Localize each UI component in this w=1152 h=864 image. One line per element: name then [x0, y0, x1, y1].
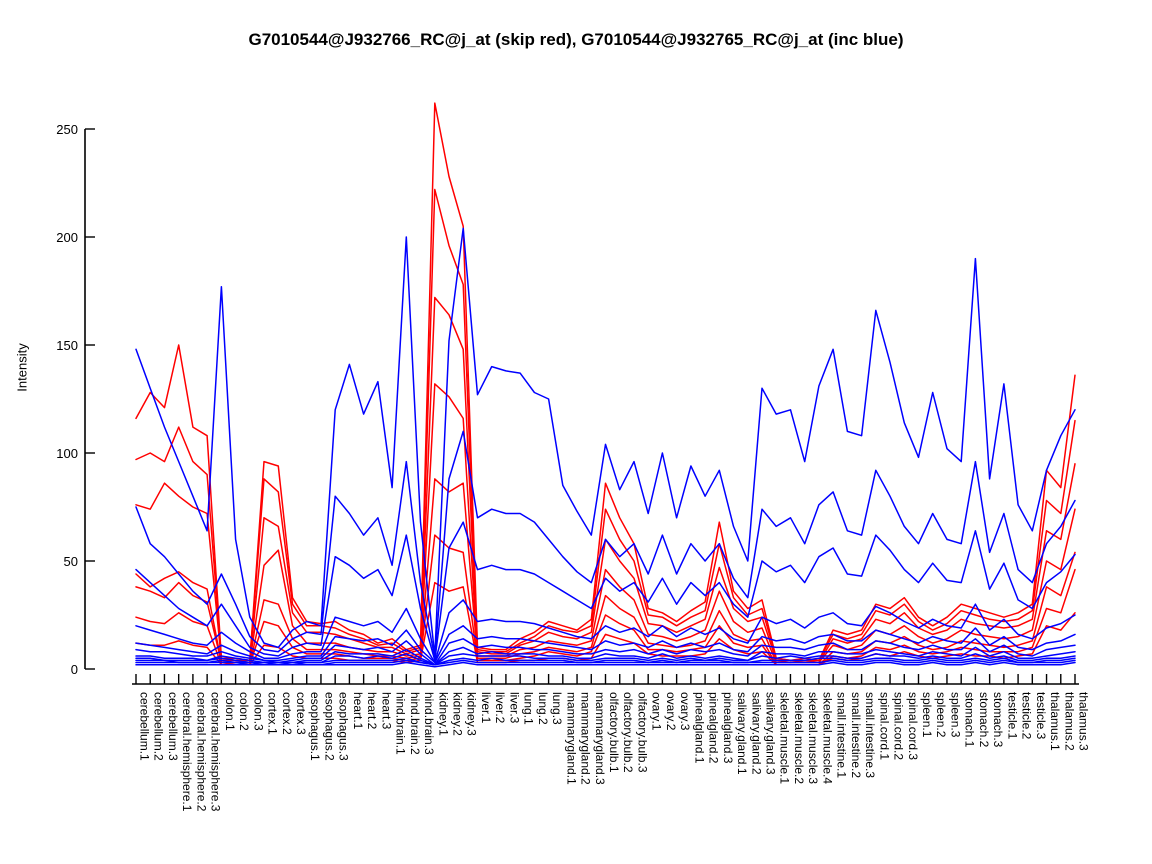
x-axis: cerebellum.1 cerebellum.2 cerebellum.3 cere…: [132, 674, 1091, 812]
x-tick-label: thalamus.2: [1062, 692, 1076, 751]
x-tick-label: spinal.cord.3: [906, 692, 920, 760]
x-tick-label: testicle.3: [1034, 692, 1048, 740]
y-axis: 0 50 100 150 200 250: [56, 122, 95, 677]
x-tick-label: pinealgland.1: [692, 692, 706, 764]
x-tick-label: cerebellum.2: [152, 692, 166, 761]
x-tick-label: lung.1: [522, 692, 536, 725]
x-tick-label: cerebral.hemisphere.1: [180, 692, 194, 812]
x-tick-label: cerebral.hemisphere.3: [209, 692, 223, 812]
x-tick-label: liver.1: [479, 692, 493, 724]
x-tick-label: liver.3: [507, 692, 521, 724]
series-line: [135, 296, 1076, 664]
series-line: [135, 599, 1076, 664]
x-tick-label: kidney.1: [436, 692, 450, 736]
x-tick-label: salivary.gland.2: [749, 692, 763, 775]
series-line: [135, 188, 1076, 662]
x-tick-label: hind.brain.2: [408, 692, 422, 755]
x-tick-label: colon.3: [251, 692, 265, 731]
x-tick-label: olfactory.bulb.1: [607, 692, 621, 773]
series-line: [135, 521, 1076, 662]
x-tick-label: heart.1: [351, 692, 365, 730]
x-tick-label: salivary.gland.1: [735, 692, 749, 775]
x-tick-label: olfactory.bulb.2: [621, 692, 635, 773]
x-tick-label: mammarygland.3: [593, 692, 607, 785]
x-tick-label: lung.3: [550, 692, 564, 725]
x-tick-label: small.intestine.3: [863, 692, 877, 778]
x-tick-label: spinal.cord.2: [892, 692, 906, 760]
x-tick-label: spleen.1: [920, 692, 934, 738]
y-tick-label: 150: [56, 338, 78, 353]
x-tick-label: liver.2: [493, 692, 507, 724]
x-tick-label: testicle.1: [1005, 692, 1019, 740]
x-tick-label: heart.2: [365, 692, 379, 730]
x-tick-label: skeletal.muscle.2: [792, 692, 806, 784]
x-tick-label: thalamus.1: [1048, 692, 1062, 751]
y-tick-label: 200: [56, 230, 78, 245]
x-tick-label: ovary.2: [664, 692, 678, 731]
x-tick-label: skeletal.muscle.4: [820, 692, 834, 784]
page-title: G7010544@J932766_RC@j_at (skip red), G70…: [248, 30, 904, 49]
x-tick-label: pinealgland.3: [721, 692, 735, 764]
y-tick-label: 250: [56, 122, 78, 137]
x-tick-label: stomach.2: [977, 692, 991, 748]
x-tick-label: cerebellum.3: [166, 692, 180, 761]
x-tick-label: colon.2: [237, 692, 251, 731]
x-tick-label: cortex.2: [280, 692, 294, 735]
x-tick-label: kidney.2: [451, 692, 465, 736]
x-tick-label: cortex.3: [294, 692, 308, 735]
y-tick-label: 50: [64, 554, 78, 569]
x-tick-label: stomach.3: [991, 692, 1005, 748]
x-tick-label: olfactory.bulb.3: [635, 692, 649, 773]
series-line: [135, 383, 1076, 664]
x-tick-label: esophagus.3: [337, 692, 351, 761]
x-tick-label: esophagus.1: [308, 692, 322, 761]
series-group: [135, 102, 1076, 668]
x-tick-label: spleen.3: [948, 692, 962, 738]
y-tick-label: 0: [71, 662, 78, 677]
series-line: [135, 625, 1076, 664]
x-tick-label: cortex.1: [266, 692, 280, 735]
x-tick-label: skeletal.muscle.3: [806, 692, 820, 784]
series-line: [135, 430, 1076, 659]
x-tick-label: kidney.3: [465, 692, 479, 736]
y-tick-label: 100: [56, 446, 78, 461]
series-line: [135, 102, 1076, 662]
x-tick-label: salivary.gland.3: [764, 692, 778, 775]
x-tick-label: cerebral.hemisphere.2: [194, 692, 208, 812]
x-tick-label: cerebellum.1: [138, 692, 152, 761]
x-tick-label: esophagus.2: [322, 692, 336, 761]
x-tick-label: small.intestine.1: [835, 692, 849, 778]
x-tick-label: heart.3: [379, 692, 393, 730]
x-tick-label: hind.brain.1: [394, 692, 408, 755]
x-tick-label: testicle.2: [1020, 692, 1034, 740]
x-tick-label: lung.2: [536, 692, 550, 725]
x-tick-label: skeletal.muscle.1: [778, 692, 792, 784]
series-line: [135, 638, 1076, 666]
x-tick-label: colon.1: [223, 692, 237, 731]
x-tick-label: mammarygland.1: [564, 692, 578, 785]
series-line: [135, 227, 1076, 657]
x-tick-label: ovary.3: [678, 692, 692, 731]
x-tick-label: spleen.2: [934, 692, 948, 738]
x-tick-label: stomach.1: [963, 692, 977, 748]
x-tick-label: mammarygland.2: [579, 692, 593, 785]
x-tick-label: spinal.cord.1: [877, 692, 891, 760]
series-line: [135, 653, 1076, 666]
x-tick-label: hind.brain.3: [422, 692, 436, 755]
x-tick-label: ovary.1: [650, 692, 664, 731]
x-tick-label: thalamus.3: [1077, 692, 1091, 751]
x-tick-label: small.intestine.2: [849, 692, 863, 778]
x-tick-label: pinealgland.2: [707, 692, 721, 764]
series-line: [135, 661, 1076, 668]
